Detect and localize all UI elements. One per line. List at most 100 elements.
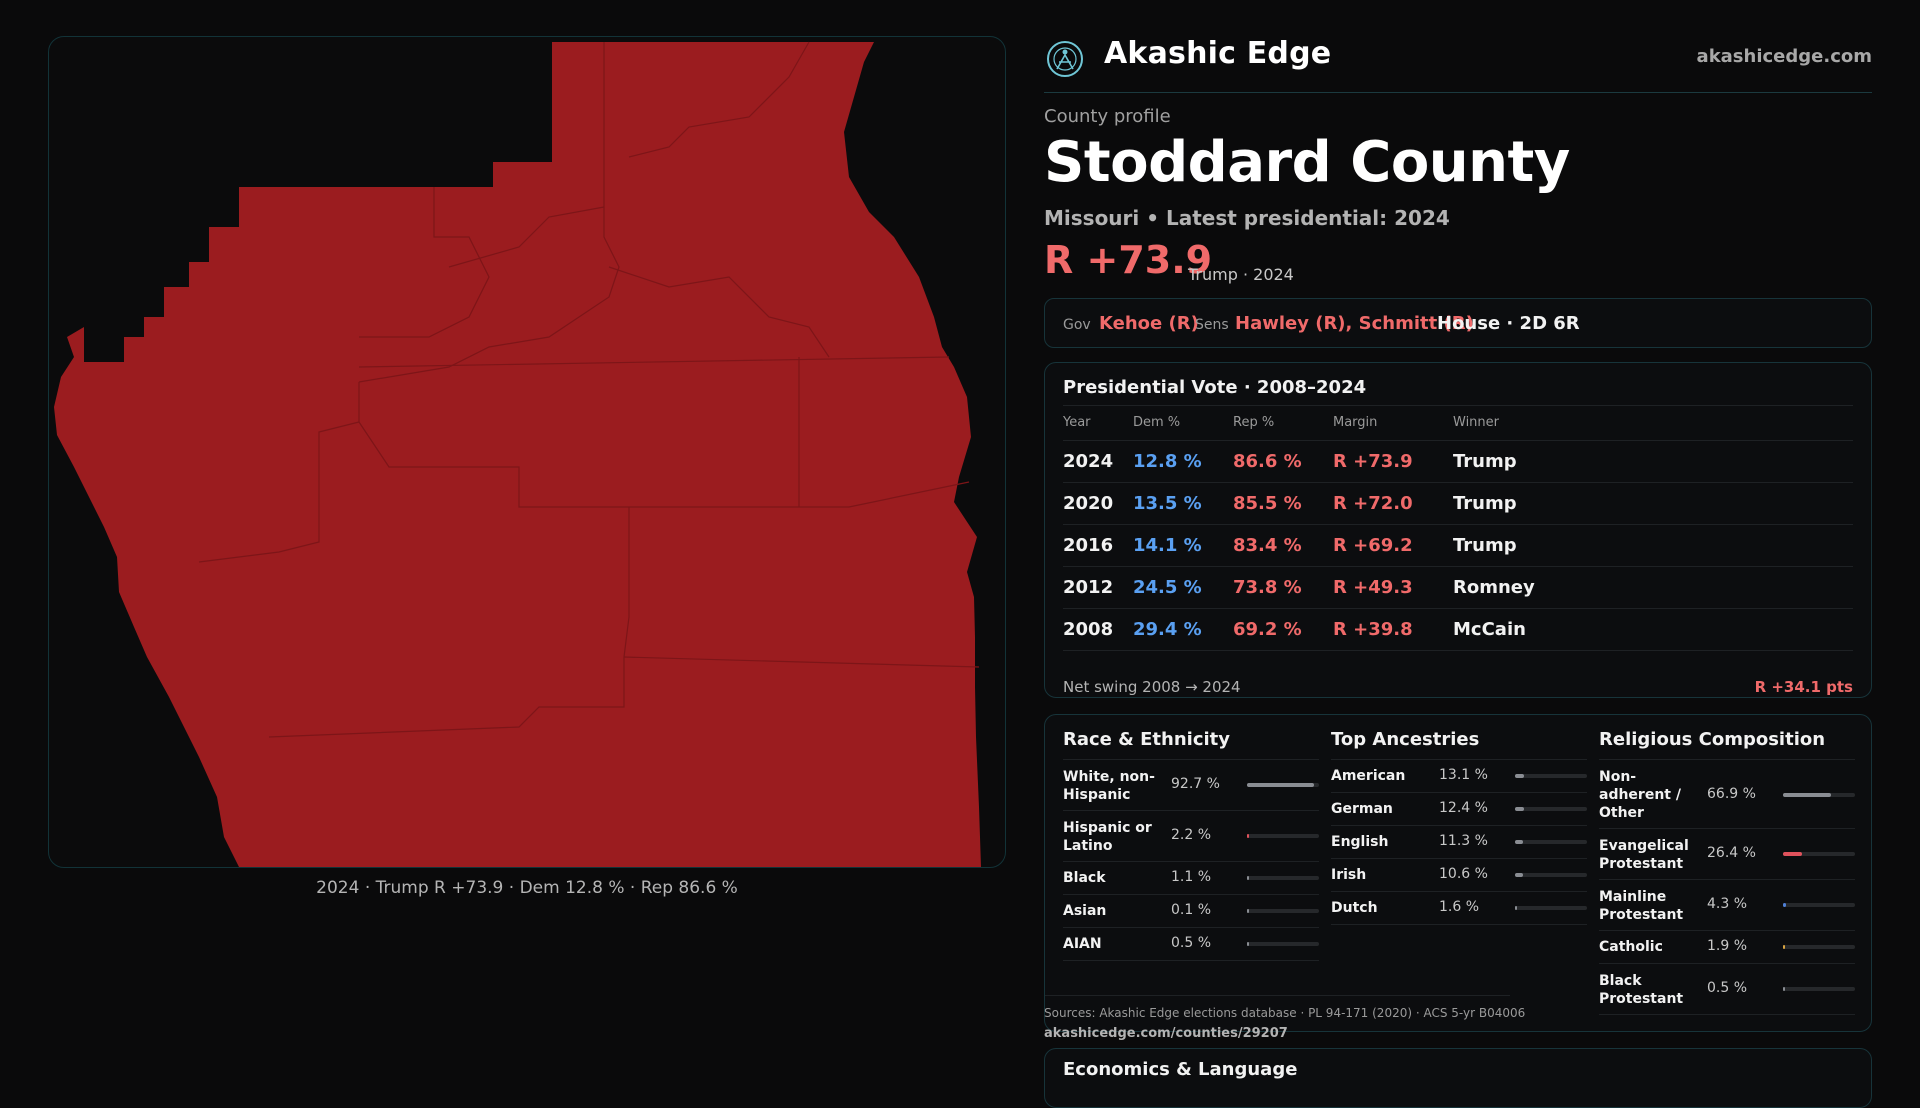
economics-card: Economics & Language (1044, 1048, 1872, 1108)
religion-bar (1783, 945, 1855, 949)
religion-bar-fill (1783, 903, 1786, 907)
cell-margin: R +72.0 (1333, 493, 1413, 514)
list-item: White, non-Hispanic 92.7 % (1063, 760, 1319, 811)
table-row: 2008 29.4 % 69.2 % R +39.8 McCain (1063, 609, 1853, 651)
race-title: Race & Ethnicity (1063, 729, 1319, 760)
sources-text: Sources: Akashic Edge elections database… (1044, 1006, 1526, 1020)
race-name: Hispanic or Latino (1063, 820, 1152, 854)
cell-year: 2016 (1063, 535, 1114, 556)
race-bar (1247, 909, 1319, 913)
house-delegation: House · 2D 6R (1437, 313, 1580, 334)
economics-title: Economics & Language (1063, 1059, 1298, 1080)
religion-bar (1783, 987, 1855, 991)
cell-winner: Trump (1453, 451, 1517, 472)
religion-bar (1783, 903, 1855, 907)
race-bar-fill (1247, 783, 1314, 787)
brand-name[interactable]: Akashic Edge (1104, 36, 1332, 71)
header-winner: Winner (1453, 415, 1500, 430)
cell-winner: Trump (1453, 535, 1517, 556)
brand-header: Akashic Edge akashicedge.com (1044, 34, 1872, 93)
religion-name: Black Protestant (1599, 973, 1684, 1007)
ancestry-value: 12.4 % (1439, 800, 1488, 816)
religion-value: 26.4 % (1707, 845, 1756, 861)
profile-kicker: County profile (1044, 106, 1171, 127)
brand-url-link[interactable]: akashicedge.com (1696, 46, 1872, 67)
cell-year: 2008 (1063, 619, 1114, 640)
cell-dem: 12.8 % (1133, 451, 1202, 472)
ancestry-bar (1515, 873, 1587, 877)
ancestry-value: 13.1 % (1439, 767, 1488, 783)
list-item: Catholic 1.9 % (1599, 931, 1855, 964)
table-row: 2020 13.5 % 85.5 % R +72.0 Trump (1063, 483, 1853, 525)
list-item: Asian 0.1 % (1063, 895, 1319, 928)
ancestry-bar (1515, 840, 1587, 844)
religion-section: Religious Composition Non-adherent / Oth… (1599, 729, 1855, 1015)
ancestry-name: English (1331, 834, 1389, 850)
list-item: Evangelical Protestant 26.4 % (1599, 829, 1855, 880)
list-item: Hispanic or Latino 2.2 % (1063, 811, 1319, 862)
county-map[interactable] (49, 37, 1006, 868)
race-value: 0.5 % (1171, 935, 1212, 951)
religion-name: Catholic (1599, 939, 1663, 955)
religion-name: Non-adherent / Other (1599, 769, 1681, 821)
header-year: Year (1063, 415, 1091, 430)
cell-year: 2012 (1063, 577, 1114, 598)
religion-value: 1.9 % (1707, 938, 1748, 954)
cell-margin: R +49.3 (1333, 577, 1413, 598)
race-value: 92.7 % (1171, 776, 1220, 792)
county-map-panel[interactable] (48, 36, 1006, 868)
list-item: Black Protestant 0.5 % (1599, 964, 1855, 1015)
cell-dem: 29.4 % (1133, 619, 1202, 640)
cell-margin: R +73.9 (1333, 451, 1413, 472)
ancestry-name: American (1331, 768, 1406, 784)
race-value: 0.1 % (1171, 902, 1212, 918)
cell-winner: Romney (1453, 577, 1535, 598)
source-url-link[interactable]: akashicedge.com/counties/29207 (1044, 1026, 1288, 1041)
religion-bar-fill (1783, 852, 1802, 856)
cell-rep: 83.4 % (1233, 535, 1302, 556)
religion-bar (1783, 852, 1855, 856)
officials-bar: Gov Kehoe (R) Sens Hawley (R), Schmitt (… (1044, 298, 1872, 348)
demographics-card: Race & Ethnicity White, non-Hispanic 92.… (1044, 714, 1872, 1032)
race-name: AIAN (1063, 936, 1102, 952)
ancestry-value: 1.6 % (1439, 899, 1480, 915)
race-bar (1247, 876, 1319, 880)
ancestry-name: Irish (1331, 867, 1367, 883)
list-item: Dutch 1.6 % (1331, 892, 1587, 925)
county-shape[interactable] (54, 42, 981, 867)
cell-margin: R +39.8 (1333, 619, 1413, 640)
ancestry-bar-fill (1515, 774, 1524, 778)
ancestry-section: Top Ancestries American 13.1 % German 12… (1331, 729, 1587, 925)
religion-title: Religious Composition (1599, 729, 1855, 760)
race-value: 2.2 % (1171, 827, 1212, 843)
senators-names: Hawley (R), Schmitt (R) (1235, 313, 1474, 334)
ancestry-bar-fill (1515, 807, 1524, 811)
cell-dem: 24.5 % (1133, 577, 1202, 598)
governor-name: Kehoe (R) (1099, 313, 1199, 334)
list-item: Irish 10.6 % (1331, 859, 1587, 892)
page-title: Stoddard County (1044, 130, 1570, 195)
race-name: Black (1063, 870, 1106, 886)
cell-year: 2020 (1063, 493, 1114, 514)
cell-winner: McCain (1453, 619, 1526, 640)
cell-rep: 86.6 % (1233, 451, 1302, 472)
table-row: 2016 14.1 % 83.4 % R +69.2 Trump (1063, 525, 1853, 567)
list-item: Black 1.1 % (1063, 862, 1319, 895)
race-bar-fill (1247, 909, 1249, 913)
ancestry-name: German (1331, 801, 1393, 817)
religion-bar-fill (1783, 793, 1831, 797)
cell-dem: 14.1 % (1133, 535, 1202, 556)
map-caption: 2024 · Trump R +73.9 · Dem 12.8 % · Rep … (316, 878, 738, 898)
ancestry-value: 11.3 % (1439, 833, 1488, 849)
presidential-title: Presidential Vote · 2008–2024 (1063, 377, 1367, 398)
ancestry-bar-fill (1515, 840, 1523, 844)
race-name: Asian (1063, 903, 1107, 919)
list-item: American 13.1 % (1331, 760, 1587, 793)
race-ethnicity-section: Race & Ethnicity White, non-Hispanic 92.… (1063, 729, 1319, 961)
profile-subtitle: Missouri • Latest presidential: 2024 (1044, 206, 1450, 230)
race-bar-fill (1247, 834, 1249, 838)
township-boundaries (198, 41, 980, 738)
presidential-vote-card: Presidential Vote · 2008–2024 Year Dem %… (1044, 362, 1872, 698)
table-row: 2024 12.8 % 86.6 % R +73.9 Trump (1063, 441, 1853, 483)
list-item: Non-adherent / Other 66.9 % (1599, 760, 1855, 829)
